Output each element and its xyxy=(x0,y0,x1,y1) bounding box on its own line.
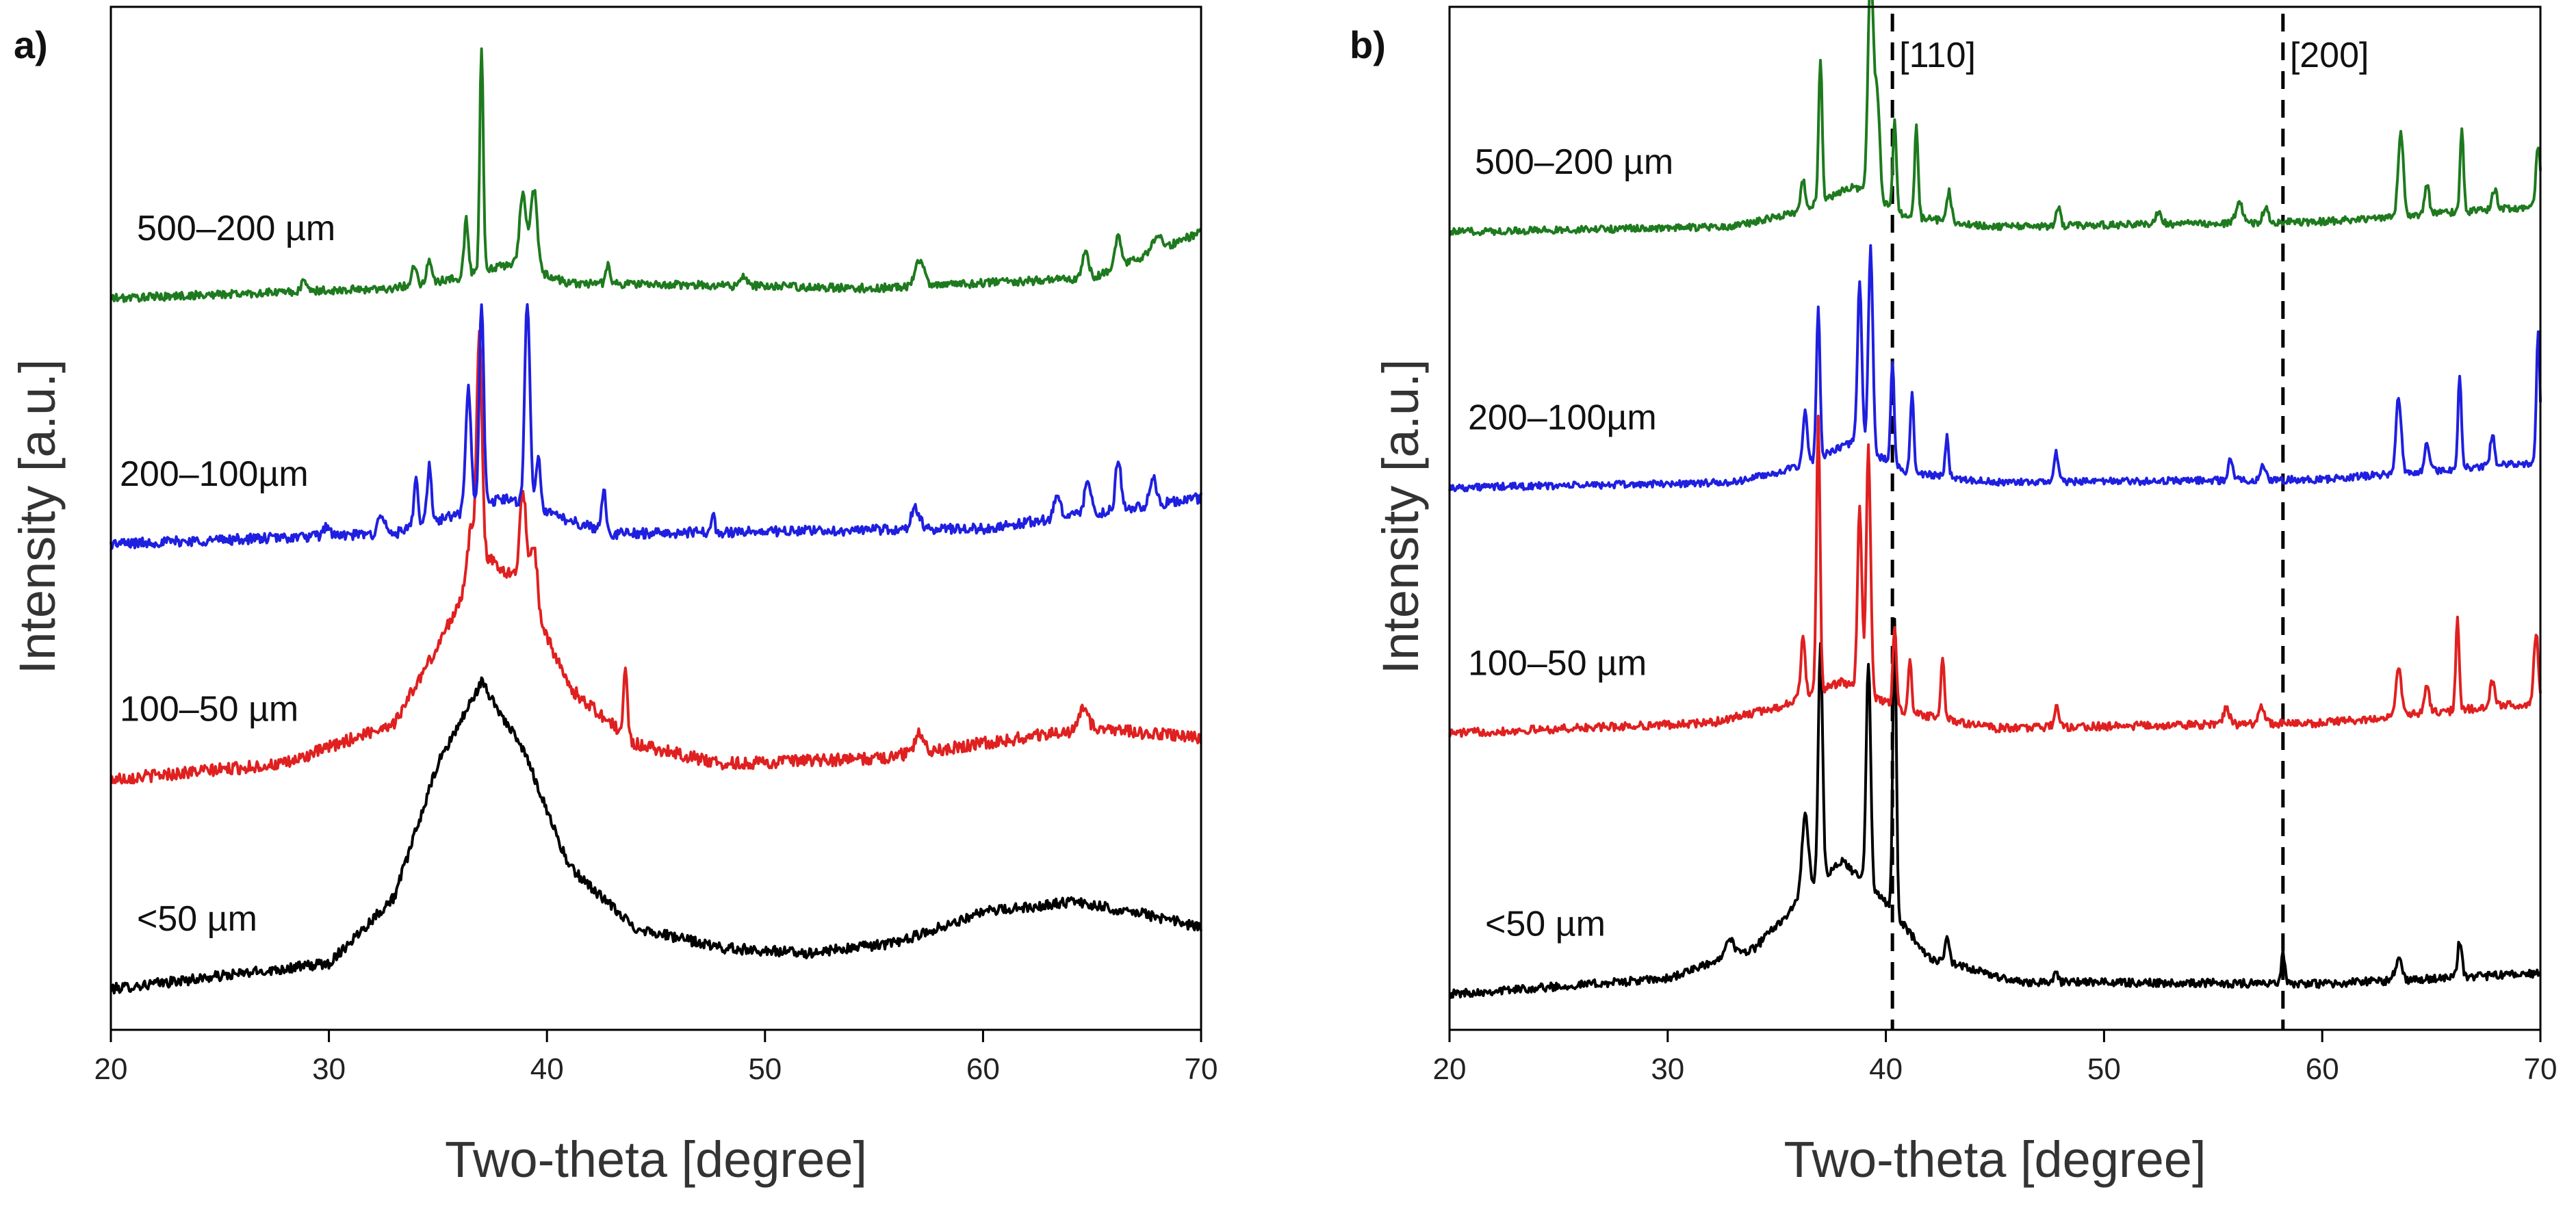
series-line xyxy=(110,676,1202,995)
plot-frame xyxy=(1448,5,2542,1031)
series-line xyxy=(1449,0,2542,237)
plot-frame xyxy=(110,5,1202,1031)
series-label: 500–200 µm xyxy=(137,209,335,248)
series-line xyxy=(1448,244,2542,493)
series-label: 100–50 µm xyxy=(1468,643,1647,683)
panel-label: b) xyxy=(1350,23,1386,66)
x-tick-label: 60 xyxy=(966,1052,1000,1086)
x-tick-label: 20 xyxy=(94,1052,128,1086)
reflection-label: [200] xyxy=(2290,36,2369,75)
series-line xyxy=(110,303,1202,550)
panel-label: a) xyxy=(14,23,48,66)
reflection-label: [110] xyxy=(1899,36,1976,75)
x-tick-label: 70 xyxy=(1185,1052,1218,1086)
x-axis-title: Two-theta [degree] xyxy=(445,1131,867,1188)
x-tick-label: 30 xyxy=(1651,1052,1684,1086)
x-tick-label: 70 xyxy=(2524,1052,2558,1086)
x-tick-label: 20 xyxy=(1433,1052,1467,1086)
series-line xyxy=(1448,414,2542,738)
x-tick-label: 30 xyxy=(312,1052,346,1086)
panel-a: <50 µm 100–50 µm 200–100µm 500–200 µm 20 30 40… xyxy=(9,5,1218,1188)
series-label: 100–50 µm xyxy=(120,690,298,729)
x-tick-label: 50 xyxy=(748,1052,782,1086)
series-line xyxy=(110,47,1202,303)
x-tick-label: 40 xyxy=(530,1052,564,1086)
series-label: 200–100µm xyxy=(120,454,309,494)
x-tick-label: 40 xyxy=(1869,1052,1903,1086)
series-label: 200–100µm xyxy=(1468,398,1657,438)
x-tick-label: 50 xyxy=(2087,1052,2121,1086)
y-axis-title: Intensity [a.u.] xyxy=(9,359,66,675)
series-line xyxy=(110,329,1202,785)
panel-b: [110] [200] <50 µm 100–50 µm 200–100µm 500–20… xyxy=(1350,0,2557,1188)
series-line xyxy=(1449,617,2541,1000)
series-label: <50 µm xyxy=(1485,905,1606,944)
x-tick-label: 60 xyxy=(2306,1052,2339,1086)
x-axis-title: Two-theta [degree] xyxy=(1783,1131,2206,1188)
series-label: <50 µm xyxy=(137,899,257,939)
series-label: 500–200 µm xyxy=(1475,142,1673,182)
y-axis-title: Intensity [a.u.] xyxy=(1372,359,1429,675)
